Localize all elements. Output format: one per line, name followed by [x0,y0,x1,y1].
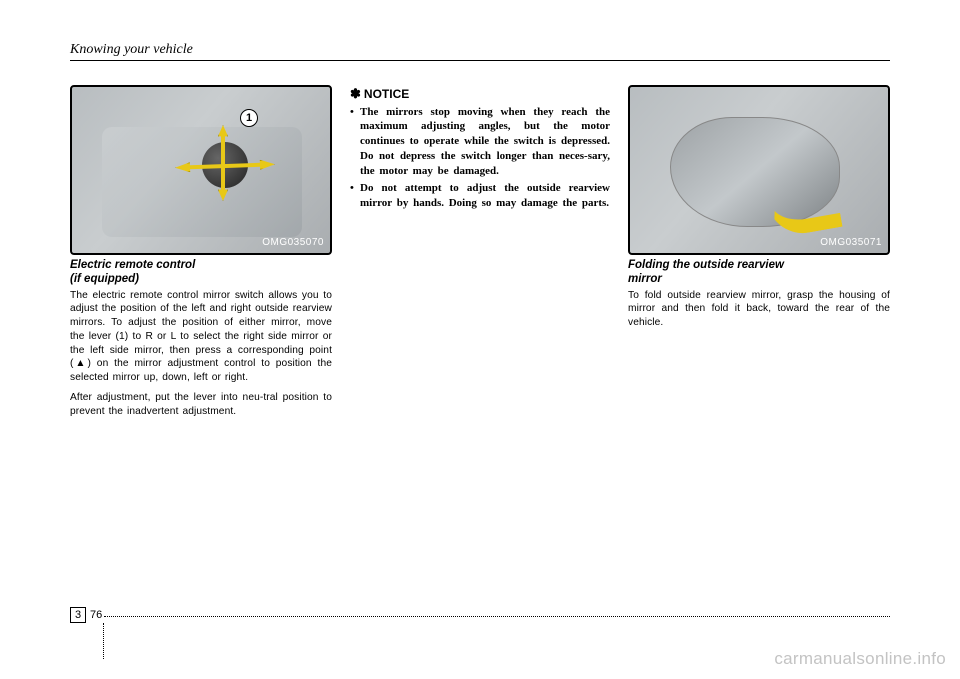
left-paragraph-1: The electric remote control mirror switc… [70,289,332,385]
watermark: carmanualsonline.info [774,649,946,669]
footer-rule [104,616,890,617]
right-paragraph-1: To fold outside rearview mirror, grasp t… [628,289,890,330]
footer: 3 76 [70,616,890,617]
subhead-electric-remote: Electric remote control (if equipped) [70,259,332,287]
body-text-left: The electric remote control mirror switc… [70,289,332,419]
subhead-folding-mirror: Folding the outside rearview mirror [628,259,890,287]
image-code-left: OMG035070 [262,236,324,250]
left-paragraph-2: After adjustment, put the lever into neu… [70,391,332,419]
column-left: 1 OMG035070 Electric remote control (if … [70,85,332,424]
bullet-icon: • [350,105,360,179]
body-text-right: To fold outside rearview mirror, grasp t… [628,289,890,330]
notice-burst-icon: ✽ [350,86,361,101]
column-center: ✽NOTICE • The mirrors stop moving when t… [350,85,610,424]
subhead-line-1: Electric remote control [70,259,195,271]
subhead-right-line-1: Folding the outside rearview [628,259,784,271]
notice-text-2: Do not attempt to adjust the outside rea… [360,181,610,211]
figure-mirror-control: 1 OMG035070 [70,85,332,255]
notice-label: NOTICE [364,87,409,101]
page-number: 76 [86,607,102,624]
content-columns: 1 OMG035070 Electric remote control (if … [70,85,890,424]
page-number-tab: 3 76 [70,607,102,624]
header-rule [70,60,890,61]
door-panel-illustration [102,127,302,237]
column-right: OMG035071 Folding the outside rearview m… [628,85,890,424]
bullet-icon: • [350,181,360,211]
subhead-line-2: (if equipped) [70,273,139,285]
notice-text-1: The mirrors stop moving when they reach … [360,105,610,179]
figure-folding-mirror: OMG035071 [628,85,890,255]
notice-item-1: • The mirrors stop moving when they reac… [350,105,610,179]
image-code-right: OMG035071 [820,236,882,250]
section-header: Knowing your vehicle [70,42,890,60]
footer-vertical-dash [103,623,104,659]
section-number: 3 [70,607,86,623]
callout-1: 1 [240,109,258,127]
subhead-right-line-2: mirror [628,273,662,285]
notice-heading: ✽NOTICE [350,85,610,103]
notice-list: • The mirrors stop moving when they reac… [350,105,610,211]
notice-item-2: • Do not attempt to adjust the outside r… [350,181,610,211]
